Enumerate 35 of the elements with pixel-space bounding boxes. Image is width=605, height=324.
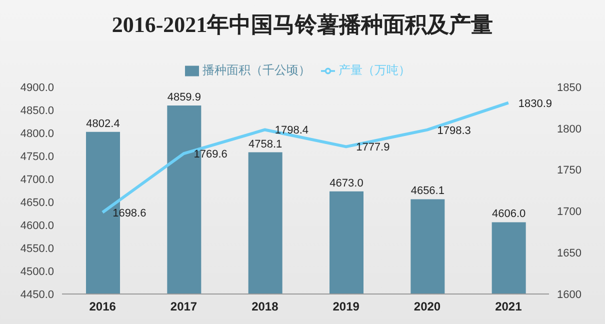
y2-tick-label: 1750: [557, 164, 582, 177]
data-label: 4859.9: [167, 91, 201, 104]
legend-label: 产量（万吨）: [338, 63, 410, 77]
y-tick-label: 4850.0: [20, 104, 54, 117]
y-tick-label: 4800.0: [20, 128, 54, 140]
x-tick-label: 2021: [495, 300, 522, 314]
data-label: 1777.9: [356, 142, 390, 154]
data-label: 4673.0: [330, 177, 364, 190]
y-tick-label: 4700.0: [20, 174, 54, 186]
x-tick-label: 2019: [332, 300, 360, 314]
chart-title: 2016-2021年中国马铃薯播种面积及产量: [110, 11, 494, 39]
legend-label: 播种面积（千公顷）: [202, 63, 310, 77]
x-tick-label: 2016: [89, 300, 116, 314]
x-tick-label: 2017: [170, 300, 198, 314]
y-tick-label: 4650.0: [20, 196, 54, 209]
y-tick-label: 4750.0: [20, 150, 54, 163]
data-label: 4758.1: [248, 138, 282, 150]
data-label: 4656.1: [410, 185, 444, 198]
x-tick-label: 2018: [252, 300, 279, 314]
y2-tick-label: 1700: [557, 206, 582, 218]
y2-tick-label: 1850: [557, 82, 582, 94]
y-tick-label: 4900.0: [20, 82, 54, 94]
y-tick-label: 4550.0: [20, 242, 54, 255]
y-tick-label: 4600.0: [20, 220, 54, 232]
data-label: 4802.4: [86, 118, 120, 130]
x-tick-label: 2020: [414, 300, 441, 314]
y-tick-label: 4500.0: [20, 266, 54, 278]
y2-tick-label: 1800: [557, 123, 582, 136]
y2-tick-label: 1650: [557, 248, 582, 260]
y2-tick-label: 1600: [557, 288, 582, 301]
data-label: 1798.4: [274, 124, 309, 137]
data-label: 1798.3: [437, 124, 471, 137]
y-tick-label: 4450.0: [20, 288, 54, 301]
data-label: 4606.0: [492, 208, 526, 220]
data-label: 1830.9: [518, 98, 552, 110]
